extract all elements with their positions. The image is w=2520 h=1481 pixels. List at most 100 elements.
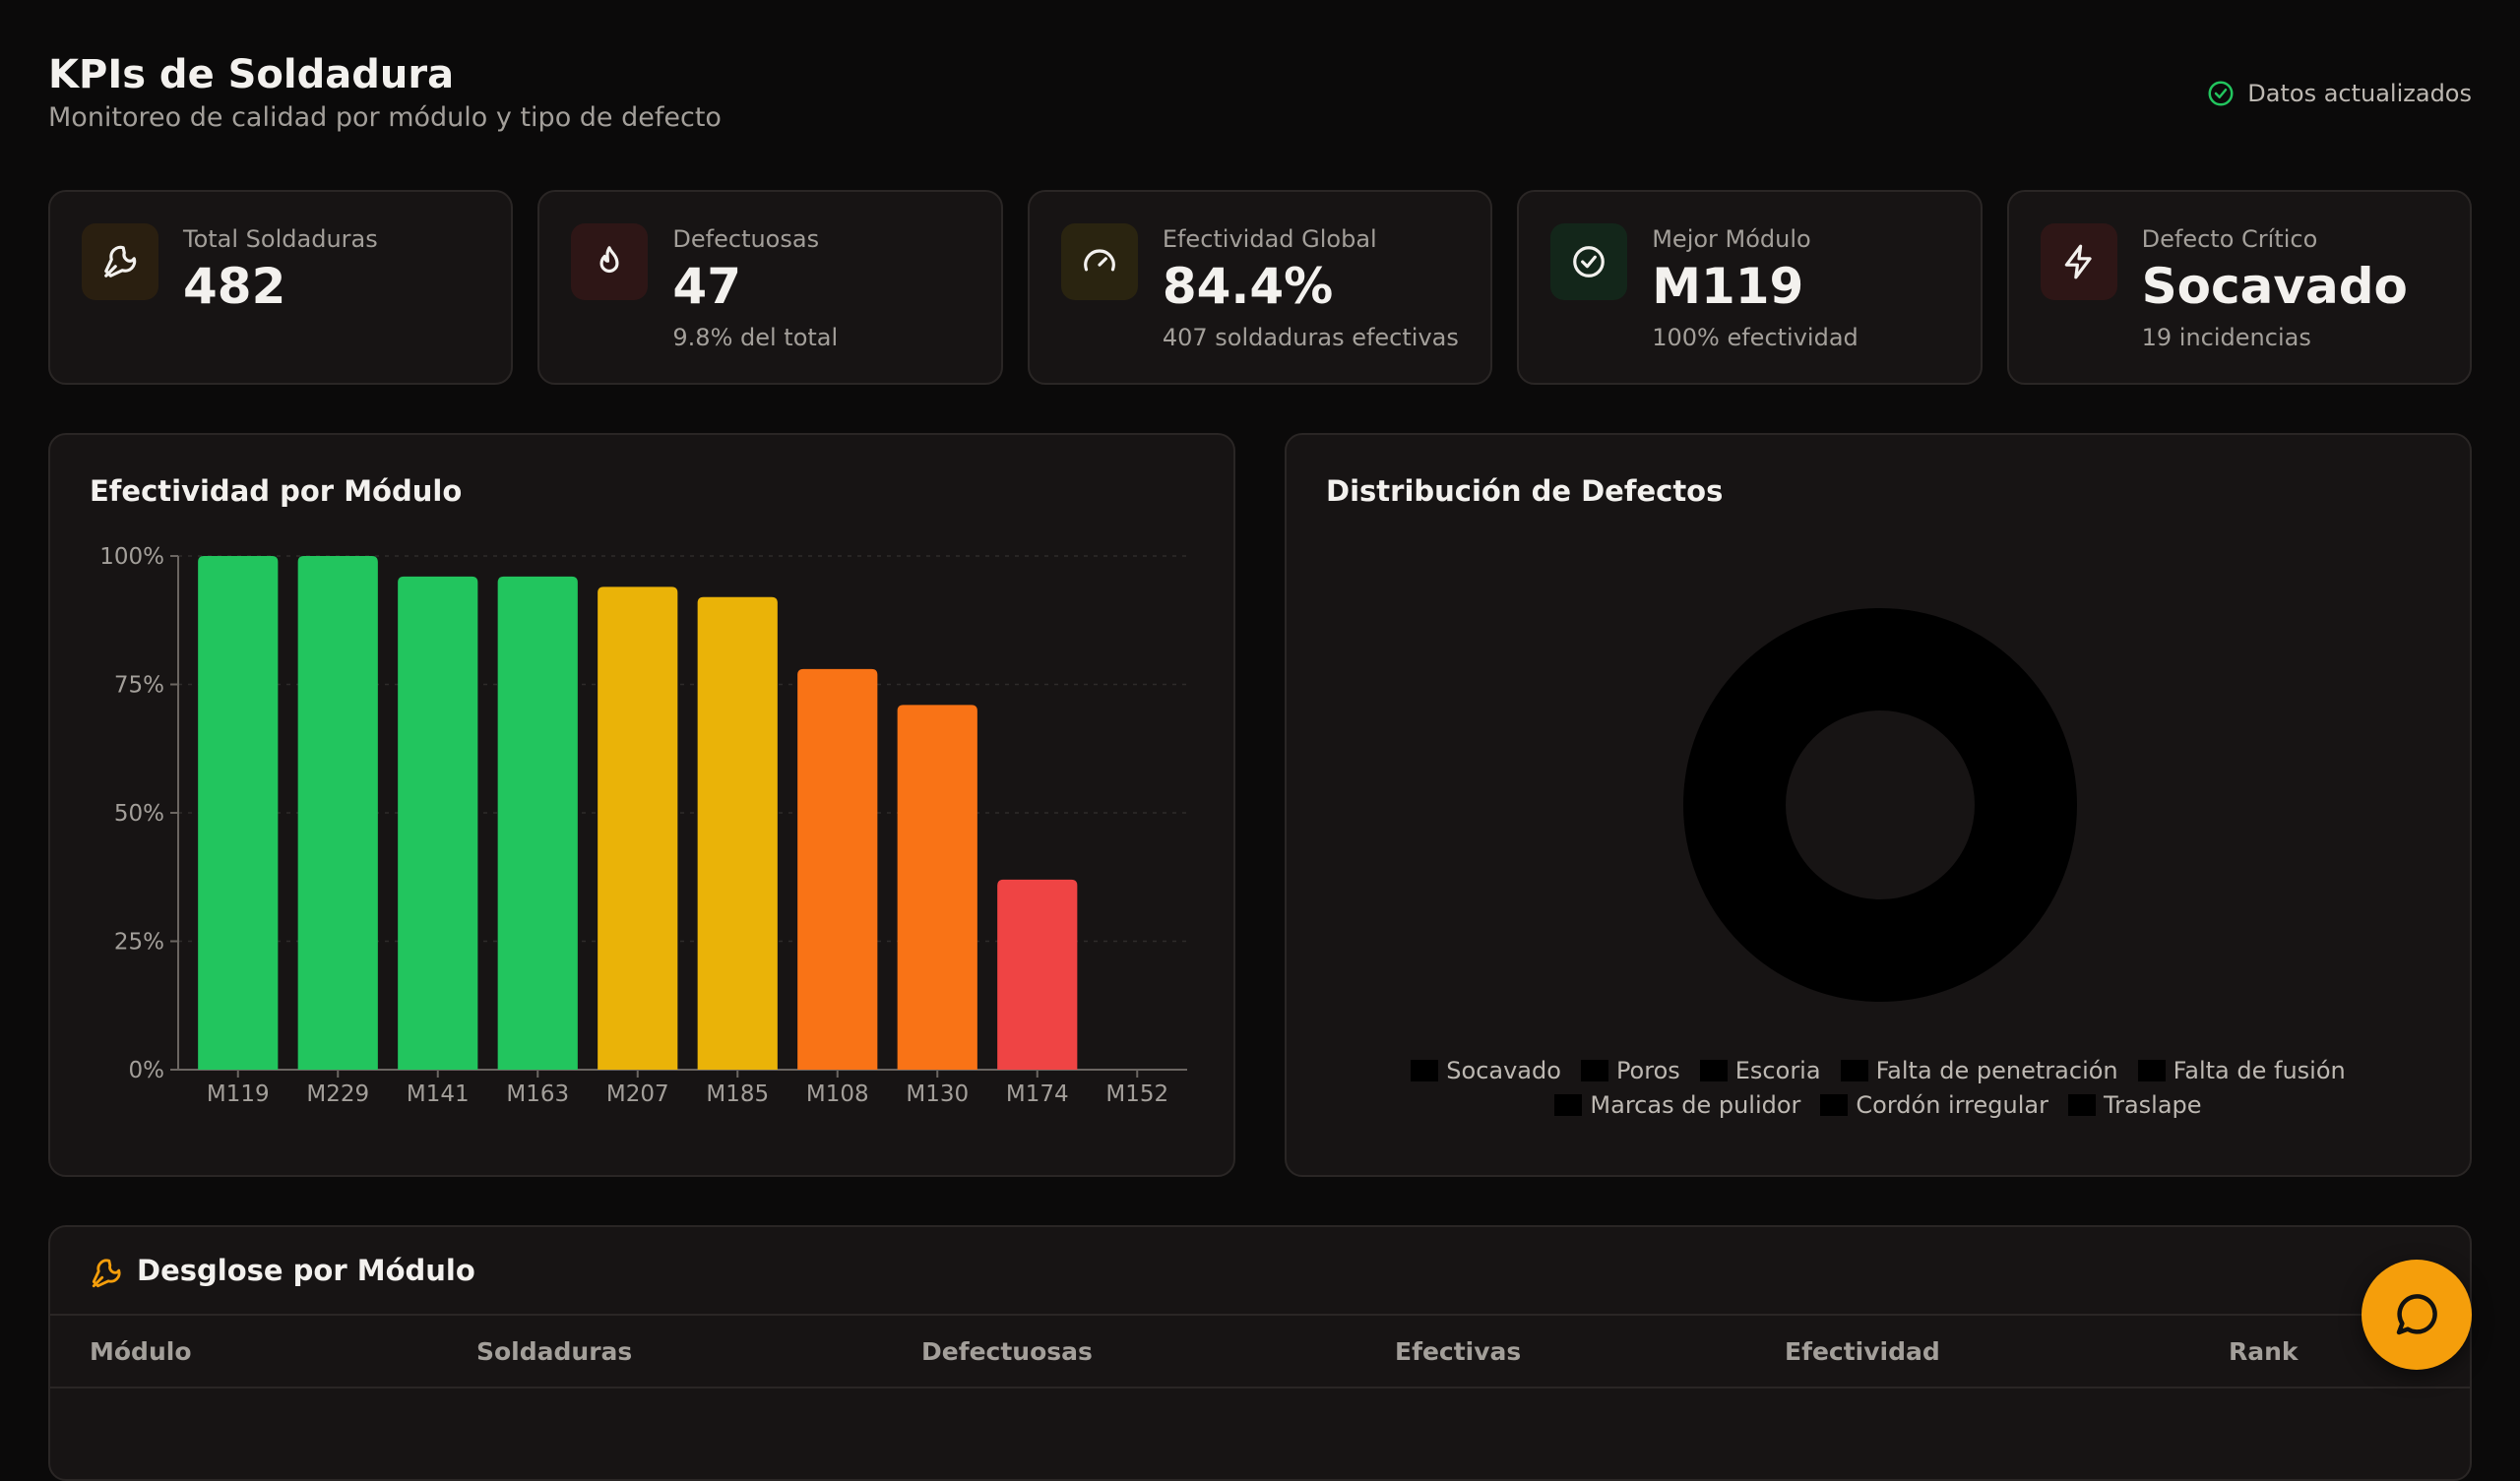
bar [398, 576, 478, 1070]
bar-chart-panel: Efectividad por Módulo 0% 25% 50% 75% 100% M1… [48, 433, 1235, 1177]
kpi-label: Efectividad Global [1162, 225, 1377, 253]
status-text: Datos actualizados [2247, 80, 2472, 107]
y-tick-label: 75% [114, 673, 164, 699]
kpi-value: 482 [183, 258, 286, 315]
x-tick-label: M119 [207, 1081, 270, 1107]
x-tick-label: M141 [407, 1081, 470, 1107]
legend-label: Falta de fusión [2173, 1057, 2346, 1084]
legend-item[interactable]: Socavado [1411, 1055, 1561, 1086]
x-tick-label: M108 [806, 1081, 869, 1107]
page-subtitle: Monitoreo de calidad por módulo y tipo d… [48, 102, 722, 133]
legend-item[interactable]: Escoria [1699, 1055, 1821, 1086]
legend-item[interactable]: Falta de penetración [1840, 1055, 2118, 1086]
kpi-subtext: 407 soldaduras efectivas [1162, 324, 1459, 351]
module-table-panel: Desglose por Módulo Módulo Soldaduras De… [48, 1225, 2472, 1481]
legend-swatch [1840, 1060, 1868, 1081]
page-title: KPIs de Soldadura [48, 52, 455, 97]
donut-chart-title: Distribución de Defectos [1326, 474, 1724, 508]
kpi-icon-box [82, 223, 158, 300]
chat-button[interactable] [2362, 1260, 2472, 1370]
y-tick-label: 100% [99, 544, 164, 570]
kpi-icon-box [1550, 223, 1628, 300]
bar [598, 586, 678, 1070]
flame-icon [599, 246, 619, 274]
kpi-label: Mejor Módulo [1652, 225, 1811, 253]
column-header-efectividad[interactable]: Efectividad [1785, 1337, 1940, 1366]
kpi-icon-box [2040, 223, 2117, 300]
legend-label: Escoria [1734, 1057, 1821, 1084]
check-circle-icon [1573, 246, 1606, 278]
x-tick-label: M152 [1105, 1081, 1168, 1107]
column-header-modulo[interactable]: Módulo [90, 1337, 192, 1366]
legend-label: Marcas de pulidor [1590, 1091, 1801, 1119]
kpi-subtext: 9.8% del total [672, 324, 839, 351]
x-tick-label: M174 [1006, 1081, 1069, 1107]
legend-label: Cordón irregular [1856, 1091, 2048, 1119]
legend-swatch [2137, 1060, 2166, 1081]
legend-label: Poros [1615, 1057, 1680, 1084]
legend-swatch [1554, 1094, 1583, 1116]
legend-item[interactable]: Traslape [2067, 1089, 2202, 1121]
kpi-value: M119 [1652, 258, 1804, 315]
chat-icon [2396, 1294, 2437, 1335]
legend-swatch [1411, 1060, 1439, 1081]
column-header-rank[interactable]: Rank [2229, 1337, 2299, 1366]
y-tick-label: 25% [114, 930, 164, 956]
kpi-label: Defectuosas [672, 225, 820, 253]
legend-item[interactable]: Marcas de pulidor [1554, 1089, 1800, 1121]
column-header-soldaduras[interactable]: Soldaduras [476, 1337, 633, 1366]
divider [50, 1314, 2470, 1316]
bar [897, 705, 977, 1070]
bar [697, 596, 778, 1070]
page-header: KPIs de Soldadura Monitoreo de calidad p… [48, 49, 2472, 148]
kpi-row: Total Soldaduras 482 Defectuosas 47 9.8%… [48, 190, 2473, 385]
legend-item[interactable]: Cordón irregular [1820, 1089, 2048, 1121]
bolt-icon [2064, 244, 2092, 279]
y-tick-label: 0% [129, 1058, 165, 1083]
kpi-icon-box [571, 223, 649, 300]
kpi-label: Defecto Crítico [2141, 225, 2318, 253]
x-tick-label: M130 [906, 1081, 969, 1107]
check-circle-icon [2208, 81, 2234, 106]
kpi-card-efectividad: Efectividad Global 84.4% 407 soldaduras … [1027, 190, 1493, 385]
legend-label: Socavado [1446, 1057, 1561, 1084]
bar-chart-title: Efectividad por Módulo [90, 474, 463, 508]
wrench-icon [104, 245, 137, 278]
kpi-value: Socavado [2141, 258, 2408, 315]
column-header-defectuosas[interactable]: Defectuosas [921, 1337, 1093, 1366]
bar [297, 556, 378, 1070]
y-tick-label: 50% [114, 801, 164, 827]
bar [497, 576, 578, 1070]
divider [50, 1387, 2470, 1388]
kpi-card-mejor-modulo: Mejor Módulo M119 100% efectividad [1517, 190, 1983, 385]
bar-chart: 0% 25% 50% 75% 100% M119 M229 M141 M163 M207 M185 M… [99, 544, 1187, 1107]
legend-item[interactable]: Poros [1580, 1055, 1680, 1086]
donut-chart [1683, 608, 2077, 1002]
bar [997, 879, 1078, 1070]
kpi-card-defecto-critico: Defecto Crítico Socavado 19 incidencias [2006, 190, 2473, 385]
kpi-card-total: Total Soldaduras 482 [48, 190, 514, 385]
kpi-label: Total Soldaduras [183, 225, 378, 253]
kpi-icon-box [1060, 223, 1138, 300]
kpi-card-defectuosas: Defectuosas 47 9.8% del total [537, 190, 1003, 385]
kpi-subtext: 100% efectividad [1652, 324, 1858, 351]
column-header-efectivas[interactable]: Efectivas [1395, 1337, 1522, 1366]
update-status: Datos actualizados [2206, 79, 2472, 108]
legend-swatch [1820, 1094, 1849, 1116]
x-tick-label: M207 [606, 1081, 669, 1107]
donut-legend: Socavado Poros Escoria Falta de penetración… [1287, 1055, 2470, 1124]
x-tick-label: M185 [706, 1081, 769, 1107]
kpi-value: 84.4% [1162, 258, 1334, 315]
legend-swatch [1699, 1060, 1728, 1081]
x-tick-label: M229 [306, 1081, 369, 1107]
bar [797, 668, 878, 1070]
kpi-subtext: 19 incidencias [2141, 324, 2311, 351]
donut-ring [1683, 608, 2077, 1002]
gauge-icon [1084, 249, 1115, 272]
table-header: Módulo Soldaduras Defectuosas Efectivas … [50, 1316, 2470, 1387]
x-tick-label: M163 [506, 1081, 569, 1107]
legend-swatch [2067, 1094, 2096, 1116]
bar [198, 556, 279, 1070]
wrench-icon [92, 1259, 121, 1288]
legend-item[interactable]: Falta de fusión [2137, 1055, 2346, 1086]
